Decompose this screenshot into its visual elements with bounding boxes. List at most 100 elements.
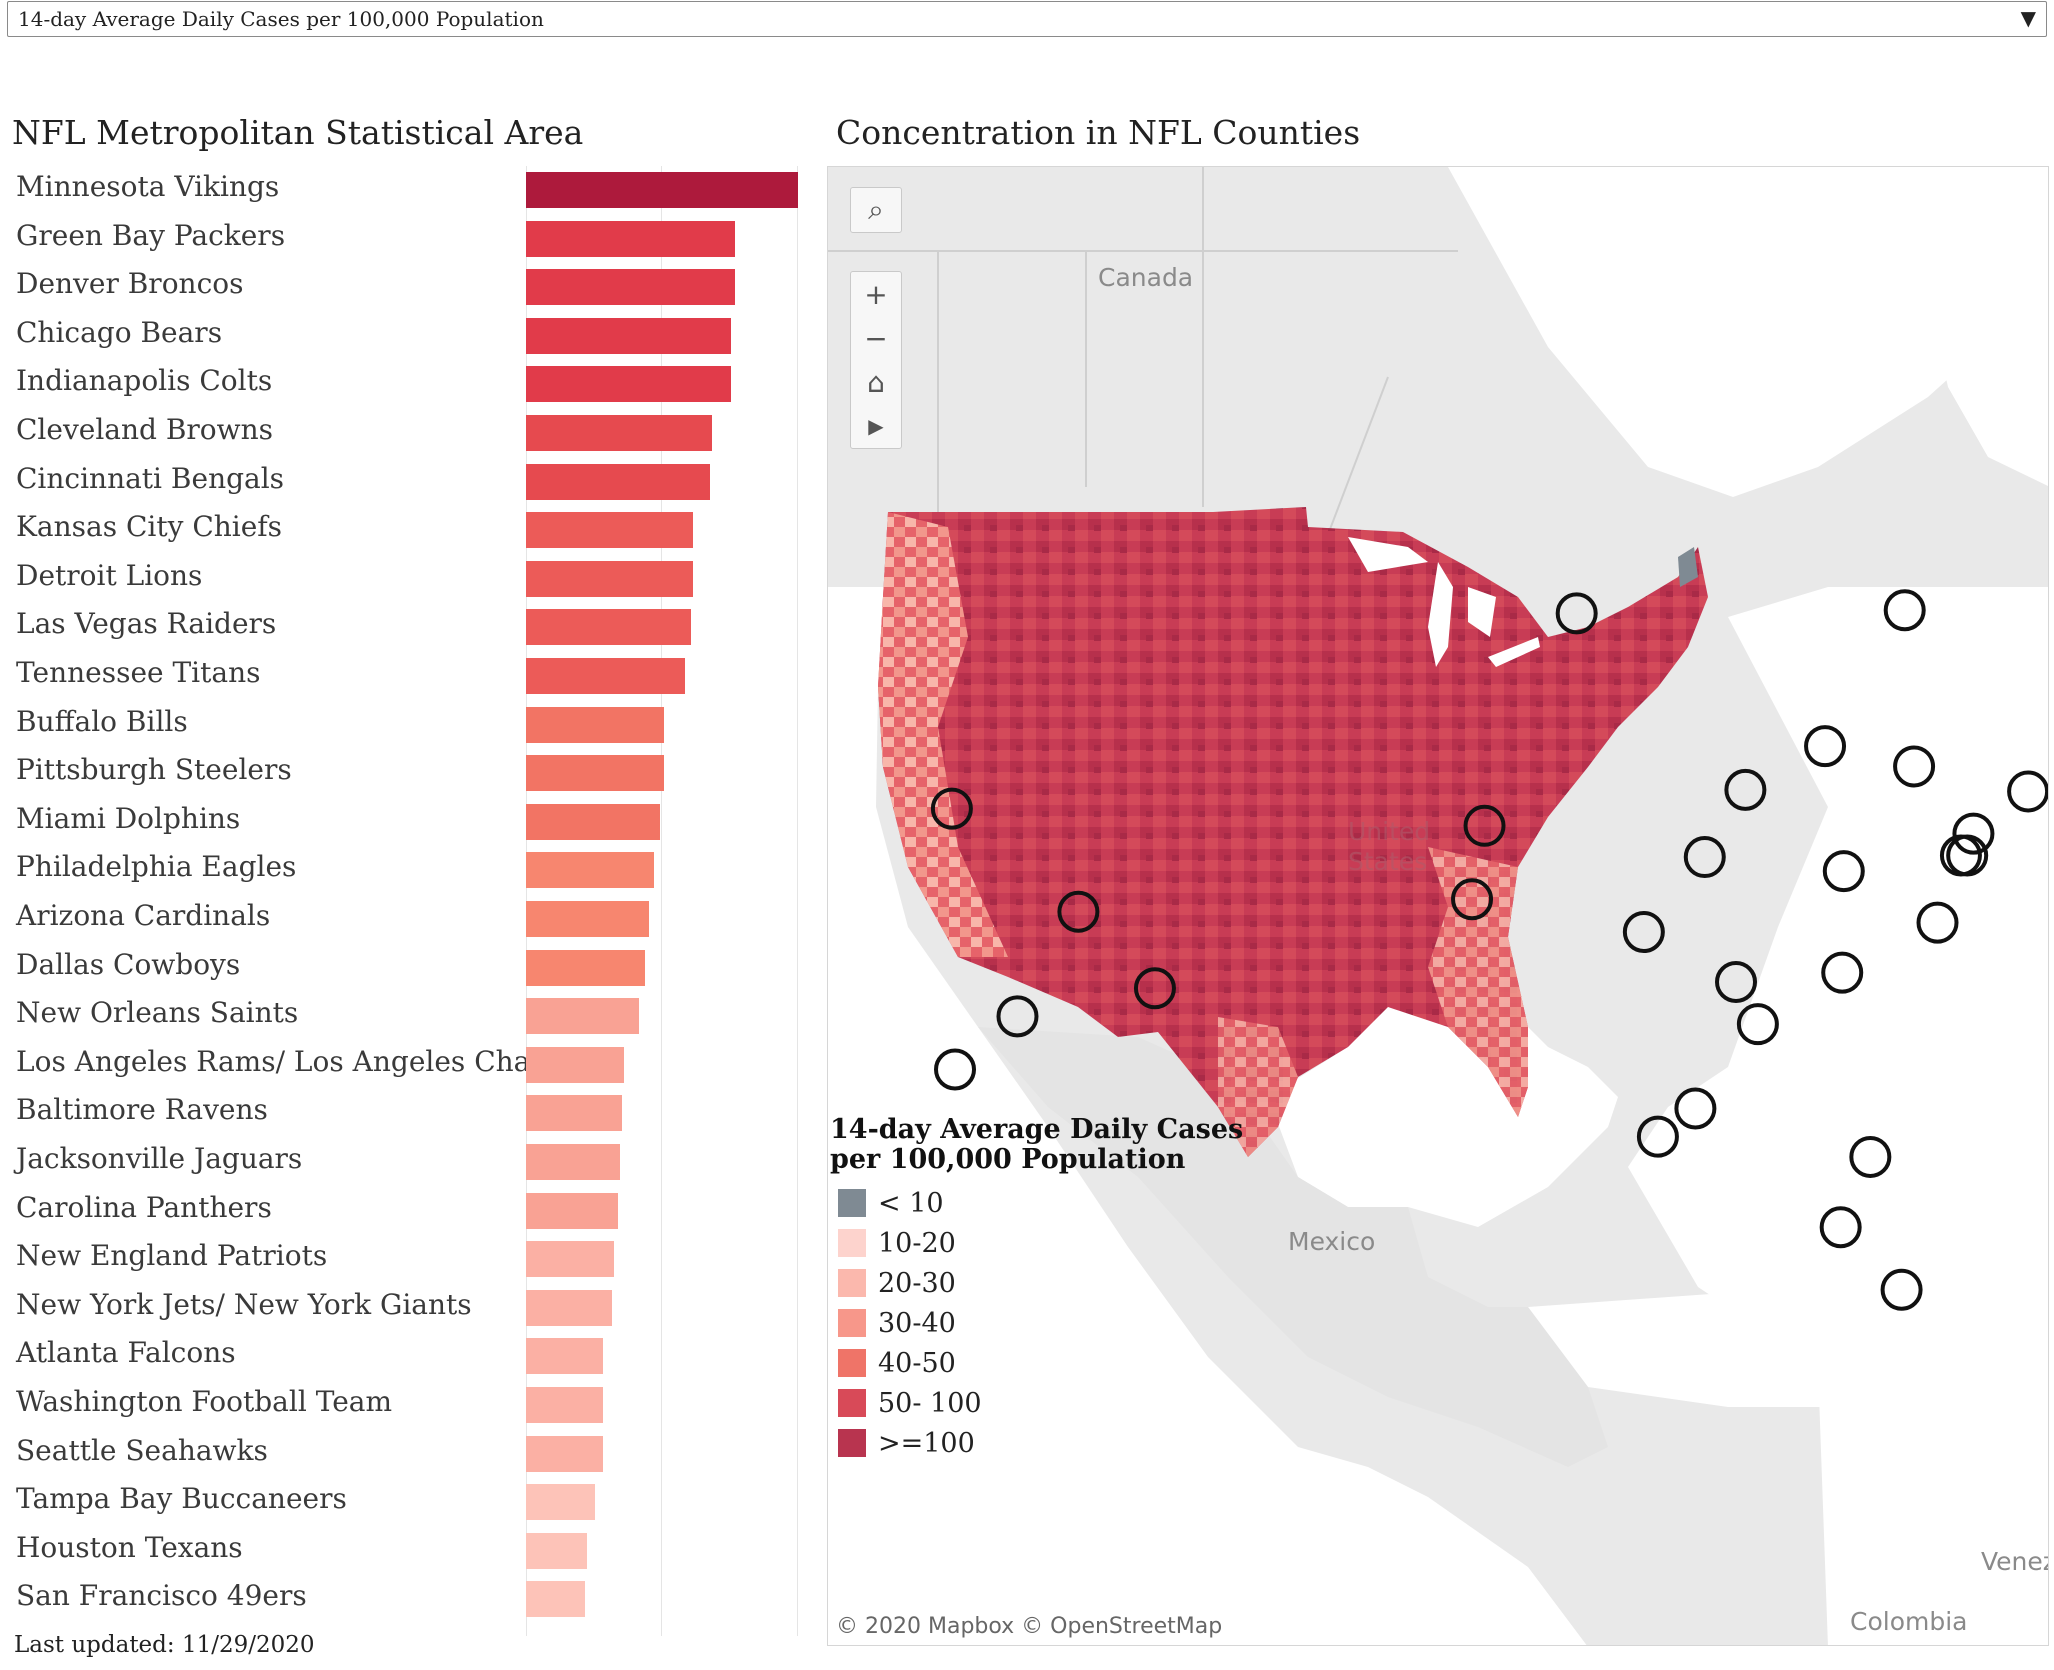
nfl-county-marker[interactable]: [1821, 951, 1864, 994]
bar[interactable]: [526, 1046, 625, 1083]
legend-swatch: [838, 1389, 866, 1417]
legend-item[interactable]: 30-40: [830, 1303, 1270, 1343]
zoom-out-button[interactable]: −: [864, 321, 888, 355]
chevron-down-icon[interactable]: ▼: [2020, 6, 2036, 30]
bar-label: Green Bay Packers: [16, 218, 286, 252]
bar[interactable]: [526, 901, 650, 937]
nfl-county-marker[interactable]: [1916, 901, 1959, 944]
bar[interactable]: [526, 1144, 621, 1180]
legend-label: 20-30: [878, 1267, 956, 1299]
bar-label: Los Angeles Rams/ Los Angeles Chargers: [16, 1044, 606, 1078]
bar[interactable]: [526, 415, 713, 451]
nfl-county-marker[interactable]: [1715, 961, 1758, 1004]
bar[interactable]: [526, 1484, 596, 1521]
nfl-county-marker[interactable]: [930, 787, 973, 830]
nfl-county-marker[interactable]: [1133, 967, 1176, 1010]
bar[interactable]: [526, 366, 732, 403]
nfl-county-marker[interactable]: [2007, 770, 2048, 813]
bar[interactable]: [526, 852, 654, 889]
legend-label: 30-40: [878, 1307, 956, 1339]
nfl-county-marker[interactable]: [1946, 834, 1989, 877]
bar[interactable]: [526, 1095, 623, 1132]
bar[interactable]: [526, 1289, 612, 1326]
legend-item[interactable]: 10-20: [830, 1223, 1270, 1263]
last-updated-text: Last updated: 11/29/2020: [14, 1632, 315, 1658]
bar[interactable]: [526, 1192, 619, 1229]
legend-item[interactable]: 50- 100: [830, 1383, 1270, 1423]
nfl-county-marker[interactable]: [996, 995, 1039, 1038]
legend-item[interactable]: >=100: [830, 1423, 1270, 1463]
bar[interactable]: [526, 1338, 604, 1375]
bar[interactable]: [526, 609, 692, 646]
measure-dropdown[interactable]: 14-day Average Daily Cases per 100,000 P…: [7, 1, 2047, 37]
map-search-tool[interactable]: ⌕: [850, 187, 902, 233]
legend-item[interactable]: 40-50: [830, 1343, 1270, 1383]
legend-item[interactable]: < 10: [830, 1183, 1270, 1223]
bar[interactable]: [526, 803, 660, 840]
legend-label: 50- 100: [878, 1387, 982, 1419]
map-canvas[interactable]: [828, 167, 2049, 1646]
nfl-county-marker[interactable]: [1849, 1135, 1892, 1178]
bar[interactable]: [526, 512, 694, 549]
map-zoom-controls: + − ⌂ ▶: [850, 271, 902, 449]
nfl-county-marker[interactable]: [1804, 725, 1847, 768]
map-panel[interactable]: Canada Mexico Venez Colombia United Stat…: [827, 166, 2049, 1646]
nfl-county-marker[interactable]: [934, 1048, 977, 1091]
bar-label: Indianapolis Colts: [16, 364, 273, 398]
nfl-county-marker[interactable]: [1555, 592, 1598, 635]
bar[interactable]: [526, 755, 665, 792]
nfl-county-marker[interactable]: [1822, 850, 1865, 893]
canada-label: Canada: [1098, 263, 1194, 292]
nfl-county-marker[interactable]: [1883, 589, 1926, 632]
home-icon[interactable]: ⌂: [867, 365, 885, 399]
lake-superior: [1348, 537, 1428, 572]
bar-label: Cincinnati Bengals: [16, 461, 285, 495]
pacific-ocean: [828, 587, 1587, 1645]
bar[interactable]: [526, 658, 685, 694]
legend-label: < 10: [878, 1187, 944, 1219]
bar[interactable]: [526, 1387, 604, 1423]
bar[interactable]: [526, 1435, 604, 1472]
nfl-county-marker[interactable]: [1736, 1003, 1779, 1046]
nfl-county-marker[interactable]: [1724, 768, 1767, 811]
bar-label: Denver Broncos: [16, 267, 244, 301]
bar-label: Jacksonville Jaguars: [16, 1142, 303, 1175]
bar[interactable]: [526, 220, 736, 257]
bar[interactable]: [526, 463, 711, 500]
nfl-county-marker[interactable]: [1622, 911, 1665, 954]
bar[interactable]: [526, 706, 665, 743]
nfl-county-marker[interactable]: [1636, 1115, 1679, 1158]
legend-item[interactable]: 20-30: [830, 1263, 1270, 1303]
nfl-county-marker[interactable]: [1683, 836, 1726, 879]
play-icon[interactable]: ▶: [868, 414, 884, 438]
bar[interactable]: [526, 1241, 614, 1278]
nfl-county-marker[interactable]: [1674, 1087, 1717, 1130]
hudson-bay: [1448, 167, 2048, 497]
nfl-county-marker[interactable]: [1451, 878, 1494, 921]
nfl-county-marker[interactable]: [1819, 1206, 1862, 1249]
bar[interactable]: [526, 560, 694, 597]
bar-label: Buffalo Bills: [16, 704, 188, 738]
zoom-in-button[interactable]: +: [864, 277, 888, 311]
nfl-county-marker[interactable]: [1057, 890, 1100, 933]
search-icon[interactable]: ⌕: [868, 193, 884, 226]
nfl-county-marker[interactable]: [1952, 812, 1995, 855]
bar-chart: Minnesota Vikings Green Bay Packers Denver…: [0, 0, 800, 1670]
bar[interactable]: [526, 269, 736, 306]
bar[interactable]: [526, 1581, 585, 1618]
bar-label: Philadelphia Eagles: [16, 850, 297, 884]
gulf-of-mexico: [1268, 1007, 1618, 1227]
bar[interactable]: [526, 172, 798, 208]
nfl-county-marker[interactable]: [1880, 1268, 1923, 1311]
bar-label: Atlanta Falcons: [16, 1336, 236, 1370]
bar-label: Detroit Lions: [16, 558, 203, 592]
bar[interactable]: [526, 949, 646, 986]
nfl-county-marker[interactable]: [1463, 804, 1506, 847]
map-title: Concentration in NFL Counties: [836, 113, 1361, 152]
venezuela-label: Venez: [1981, 1547, 2049, 1576]
bar[interactable]: [526, 317, 732, 354]
bar[interactable]: [526, 1532, 587, 1569]
bar[interactable]: [526, 998, 639, 1035]
nfl-county-marker[interactable]: [1893, 745, 1936, 788]
caribbean-sea: [1528, 1287, 2048, 1427]
